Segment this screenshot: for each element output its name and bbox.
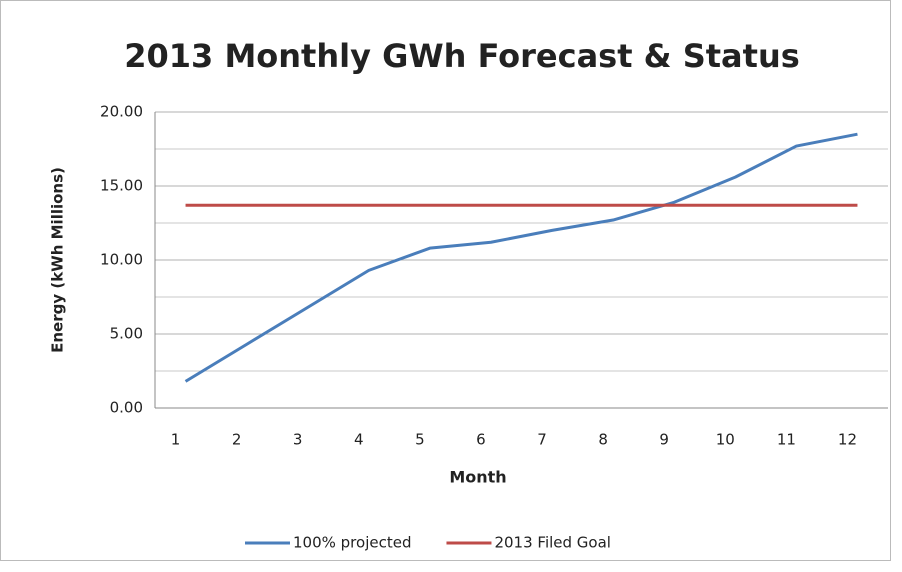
- x-tick-label: 2: [232, 431, 242, 449]
- x-tick-label: 9: [659, 431, 669, 449]
- x-tick-label: 5: [415, 431, 425, 449]
- y-tick-label: 5.00: [110, 325, 143, 343]
- y-tick-label: 15.00: [100, 177, 143, 195]
- x-tick-label: 12: [838, 431, 857, 449]
- x-tick-label: 7: [537, 431, 547, 449]
- x-tick-label: 8: [598, 431, 608, 449]
- legend-label: 100% projected: [293, 534, 411, 552]
- chart-frame: [0, 0, 891, 561]
- y-tick-label: 10.00: [100, 251, 143, 269]
- x-tick-label: 3: [293, 431, 303, 449]
- y-tick-label: 20.00: [100, 103, 143, 121]
- y-tick-label: 0.00: [110, 399, 143, 417]
- series-line: [184, 132, 858, 383]
- chart-title: 2013 Monthly GWh Forecast & Status: [124, 37, 800, 75]
- y-axis-label: Energy (kWh Millions): [49, 167, 67, 353]
- x-tick-label: 1: [171, 431, 181, 449]
- x-tick-label: 11: [777, 431, 796, 449]
- legend-label: 2013 Filed Goal: [494, 534, 611, 552]
- x-tick-label: 10: [716, 431, 735, 449]
- x-tick-label: 6: [476, 431, 486, 449]
- x-tick-label: 4: [354, 431, 364, 449]
- x-axis-label: Month: [449, 468, 506, 487]
